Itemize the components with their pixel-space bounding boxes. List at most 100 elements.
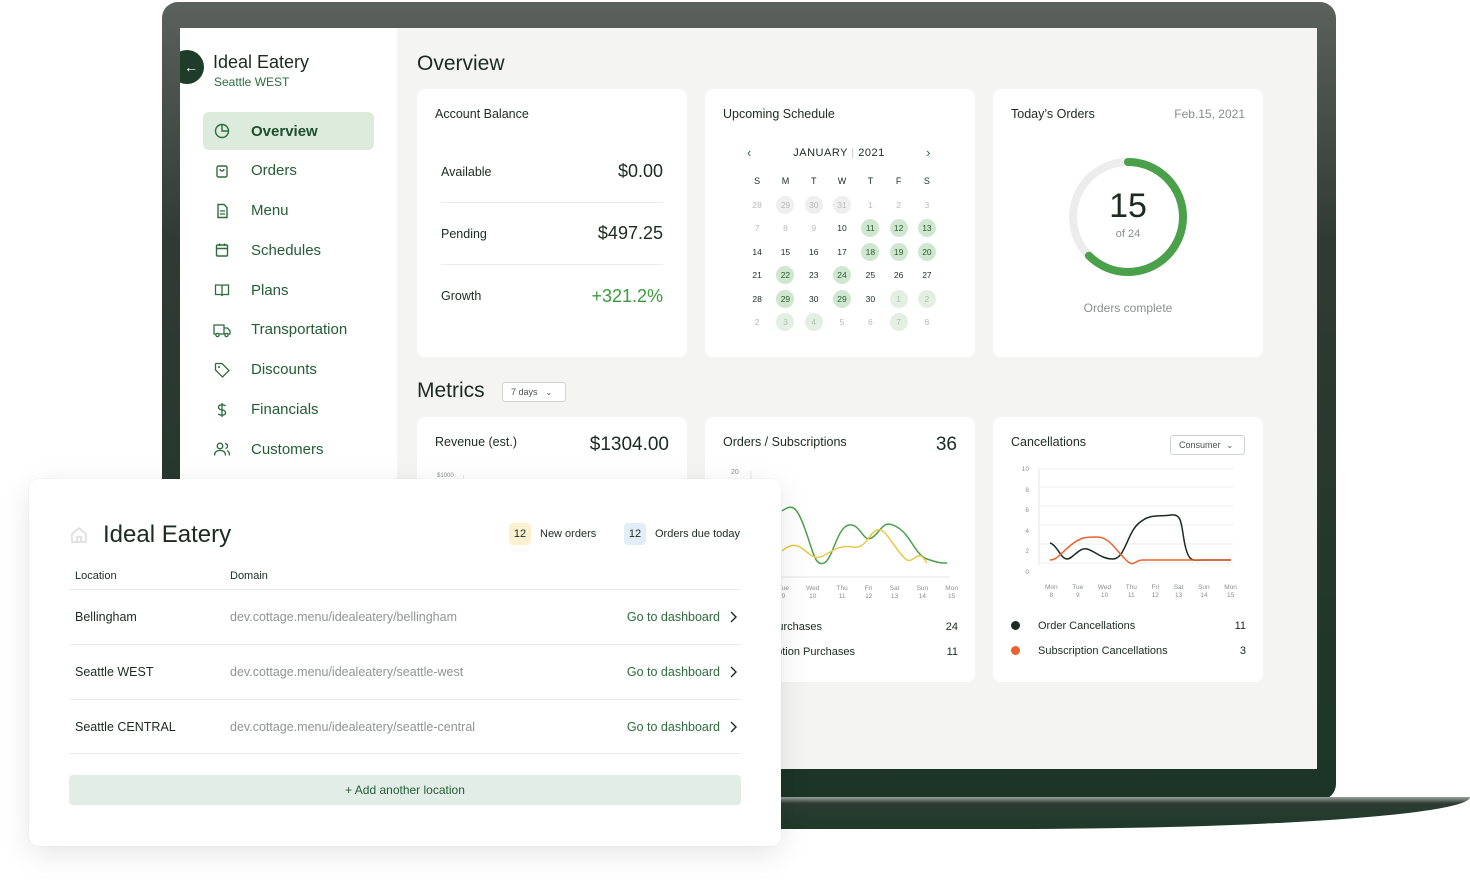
calendar-day[interactable]: 7: [889, 313, 908, 331]
y-axis-labels: 10 8 6 4 2 0: [1017, 466, 1029, 576]
book-icon: [213, 281, 231, 299]
calendar-day[interactable]: 24: [833, 266, 852, 284]
x-tick-day: Thu: [1125, 584, 1137, 591]
calendar-day[interactable]: 5: [839, 317, 845, 327]
y-tick-label: 10: [1021, 466, 1029, 473]
calendar-day[interactable]: 2: [896, 199, 901, 210]
new-orders-badge: 12 New orders: [509, 523, 596, 545]
location-name: Bellingham: [75, 610, 137, 624]
x-tick-day: Wed: [806, 585, 820, 592]
balance-value: $0.00: [617, 161, 663, 181]
calendar-day[interactable]: 8: [783, 223, 788, 233]
calendar-day[interactable]: 30: [865, 293, 876, 304]
calendar-day[interactable]: 29: [776, 289, 795, 308]
sidebar-item-orders[interactable]: Orders: [203, 152, 374, 190]
sidebar-item-schedules[interactable]: Schedules: [203, 231, 374, 269]
x-axis-labels: Tue 9 Wed 10 Thu 11 Fri 12 Sat 13 Sun 14 Mon 15: [778, 585, 958, 601]
balance-label: Growth: [441, 289, 482, 303]
x-tick-date: 11: [838, 593, 846, 600]
calendar-day[interactable]: 26: [893, 270, 904, 280]
orders-completed-count: 15: [1109, 187, 1147, 225]
calendar-day[interactable]: 16: [809, 246, 819, 257]
sidebar-item-label: Discounts: [251, 361, 317, 379]
chevron-left-icon[interactable]: ‹: [747, 145, 752, 160]
range-value: 7 days: [511, 387, 538, 397]
column-header-location: Location: [75, 570, 117, 582]
calendar-day[interactable]: 18: [861, 242, 880, 261]
calendar-day[interactable]: 30: [809, 293, 819, 304]
sidebar-item-plans[interactable]: Plans: [203, 271, 374, 309]
calendar-day[interactable]: 14: [752, 246, 762, 257]
calendar-day[interactable]: 23: [809, 270, 819, 280]
x-tick-label: Tue 9: [1072, 584, 1083, 600]
calendar-day[interactable]: 15: [780, 246, 791, 257]
calendar-day[interactable]: 7: [754, 223, 760, 233]
location-domain[interactable]: dev.cottage.menu/idealeatery/bellingham: [230, 610, 457, 624]
calendar-day[interactable]: 1: [889, 289, 908, 308]
calendar-day[interactable]: 19: [889, 242, 908, 261]
sidebar-item-transportation[interactable]: Transportation: [203, 311, 374, 349]
x-tick-date: 9: [781, 593, 786, 600]
calendar-day[interactable]: 31: [833, 195, 852, 214]
calendar-day[interactable]: 29: [776, 195, 795, 214]
x-tick-day: Sun: [1198, 584, 1210, 591]
calendar-day[interactable]: 2: [917, 289, 936, 308]
calendar-day[interactable]: 13: [917, 219, 936, 237]
calendar-day[interactable]: 4: [804, 313, 823, 331]
calendar-day[interactable]: 27: [922, 270, 932, 280]
calendar-day[interactable]: 1: [867, 199, 873, 210]
calendar-day[interactable]: 9: [811, 223, 817, 233]
calendar-day[interactable]: 21: [752, 270, 762, 280]
calendar-day[interactable]: 10: [837, 223, 847, 233]
sidebar-item-financials[interactable]: Financials: [203, 391, 374, 429]
truck-icon: [213, 321, 231, 339]
chevron-right-icon[interactable]: ›: [926, 145, 931, 160]
x-tick-day: Sun: [916, 585, 929, 592]
back-button[interactable]: ←: [180, 50, 204, 84]
customer-type-select[interactable]: Consumer ⌄: [1170, 435, 1245, 455]
x-tick-day: Fri: [1151, 584, 1160, 591]
filter-value: Consumer: [1179, 440, 1221, 450]
new-orders-label: New orders: [540, 528, 597, 540]
x-tick-day: Wed: [1097, 584, 1112, 591]
add-location-button[interactable]: + Add another location: [69, 775, 741, 805]
column-header-domain: Domain: [230, 570, 268, 582]
go-to-dashboard-link[interactable]: Go to dashboard: [627, 610, 741, 624]
calendar-day[interactable]: 20: [917, 242, 936, 261]
calendar-day[interactable]: 28: [752, 293, 762, 304]
x-tick-label: Wed 10: [806, 585, 819, 601]
sidebar-item-label: Menu: [251, 202, 289, 220]
calendar-day[interactable]: 29: [833, 289, 852, 308]
calendar-day[interactable]: 8: [924, 317, 930, 327]
go-to-dashboard-link[interactable]: Go to dashboard: [627, 720, 741, 734]
orders-due-label: Orders due today: [655, 528, 740, 540]
range-select[interactable]: 7 days ⌄: [502, 382, 566, 402]
calendar-day[interactable]: 28: [752, 199, 762, 210]
sidebar-item-overview[interactable]: Overview: [203, 112, 374, 150]
calendar-day[interactable]: 2: [754, 317, 760, 327]
x-tick-label: Fri 12: [1152, 584, 1160, 600]
sidebar-item-label: Plans: [251, 281, 289, 299]
balance-label: Available: [441, 164, 492, 179]
calendar-day[interactable]: 17: [837, 246, 847, 257]
x-tick-label: Wed 10: [1098, 584, 1111, 600]
x-tick-label: Sun 14: [1198, 584, 1210, 600]
location-domain[interactable]: dev.cottage.menu/idealeatery/seattle-wes…: [230, 665, 464, 679]
calendar-day[interactable]: 12: [889, 219, 908, 237]
legend-row: Purchases 24: [770, 621, 958, 633]
sidebar-item-customers[interactable]: Customers: [203, 430, 374, 468]
calendar-day[interactable]: 30: [804, 195, 823, 214]
sidebar-item-discounts[interactable]: Discounts: [203, 351, 374, 389]
calendar-day[interactable]: 3: [776, 313, 795, 331]
go-to-dashboard-link[interactable]: Go to dashboard: [627, 665, 741, 679]
x-tick-day: Mon: [1224, 584, 1237, 591]
location-domain[interactable]: dev.cottage.menu/idealeatery/seattle-cen…: [230, 719, 476, 734]
locations-table: Bellingham dev.cottage.menu/idealeatery/b…: [69, 589, 741, 754]
calendar-day[interactable]: 6: [867, 317, 873, 327]
y-tick-label: 4: [1025, 527, 1029, 535]
calendar-day[interactable]: 11: [861, 219, 880, 237]
calendar-day[interactable]: 3: [924, 199, 930, 210]
calendar-day[interactable]: 25: [865, 270, 876, 280]
sidebar-item-menu[interactable]: Menu: [203, 192, 374, 230]
calendar-day[interactable]: 22: [776, 266, 795, 284]
